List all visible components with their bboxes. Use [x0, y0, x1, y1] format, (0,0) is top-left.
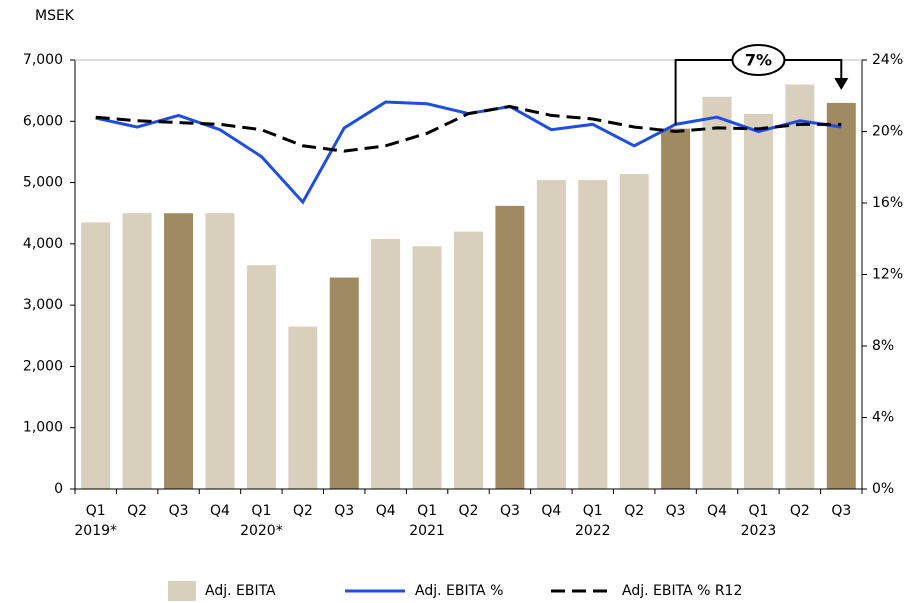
legend-label: Adj. EBITA: [205, 583, 276, 599]
bar: [246, 265, 276, 489]
x-tick-label: Q1: [86, 503, 106, 519]
line-series: [95, 104, 842, 153]
bar: [205, 213, 235, 489]
y-tick-label: 4,000: [23, 236, 63, 252]
x-tick-label: Q3: [334, 503, 354, 519]
x-tick-label: Q4: [707, 503, 727, 519]
bar: [412, 246, 442, 489]
bar: [495, 205, 525, 490]
y-tick-label: 1,000: [23, 420, 63, 436]
y-tick-label: 2,000: [23, 358, 63, 374]
bar: [785, 84, 815, 489]
legend-swatch: [168, 581, 196, 601]
x-tick-label: Q2: [624, 503, 644, 519]
x-group-label: 2019*: [74, 523, 117, 539]
bar: [661, 128, 691, 489]
x-tick-label: Q3: [500, 503, 520, 519]
y2-tick-label: 16%: [872, 195, 903, 211]
y-tick-label: 3,000: [23, 297, 63, 313]
y-tick-label: 5,000: [23, 175, 63, 191]
bar: [122, 213, 152, 489]
annotation-arrow: [834, 78, 849, 90]
bar: [619, 173, 649, 489]
bar: [81, 222, 111, 489]
x-tick-label: Q3: [169, 503, 189, 519]
y2-tick-label: 20%: [872, 124, 903, 140]
y-tick-label: 6,000: [23, 113, 63, 129]
y2-tick-label: 0%: [872, 481, 894, 497]
x-group-label: 2020*: [240, 523, 283, 539]
y2-tick-label: 8%: [872, 338, 894, 354]
bar: [578, 180, 608, 489]
legend-label: Adj. EBITA % R12: [622, 583, 742, 599]
y-unit-label: MSEK: [35, 8, 75, 24]
y-tick-label: 0: [54, 481, 63, 497]
x-tick-label: Q2: [293, 503, 313, 519]
x-group-label: 2021: [409, 523, 445, 539]
x-group-label: 2023: [741, 523, 777, 539]
x-group-label: 2022: [575, 523, 611, 539]
annotation-text: 7%: [745, 51, 772, 70]
x-tick-label: Q2: [459, 503, 479, 519]
annotation-oval: [731, 44, 786, 76]
bar: [288, 326, 318, 489]
bar: [454, 231, 483, 489]
x-tick-label: Q4: [376, 503, 396, 519]
x-tick-label: Q1: [251, 503, 271, 519]
bar: [702, 96, 732, 490]
x-tick-label: Q1: [748, 503, 768, 519]
y-tick-label: 7,000: [23, 52, 63, 68]
bar: [164, 213, 194, 489]
x-tick-label: Q1: [417, 503, 437, 519]
bar: [536, 180, 566, 489]
x-tick-label: Q4: [541, 503, 561, 519]
x-tick-label: Q4: [210, 503, 230, 519]
y2-tick-label: 12%: [872, 267, 903, 283]
bar: [826, 102, 856, 490]
bar: [743, 113, 773, 489]
x-tick-label: Q3: [831, 503, 851, 519]
bar: [371, 238, 401, 489]
y2-tick-label: 24%: [872, 52, 903, 68]
legend-label: Adj. EBITA %: [415, 583, 503, 599]
y2-tick-label: 4%: [872, 410, 894, 426]
x-tick-label: Q3: [666, 503, 686, 519]
x-tick-label: Q1: [583, 503, 603, 519]
x-tick-label: Q2: [127, 503, 147, 519]
x-tick-label: Q2: [790, 503, 810, 519]
bar: [329, 277, 359, 489]
